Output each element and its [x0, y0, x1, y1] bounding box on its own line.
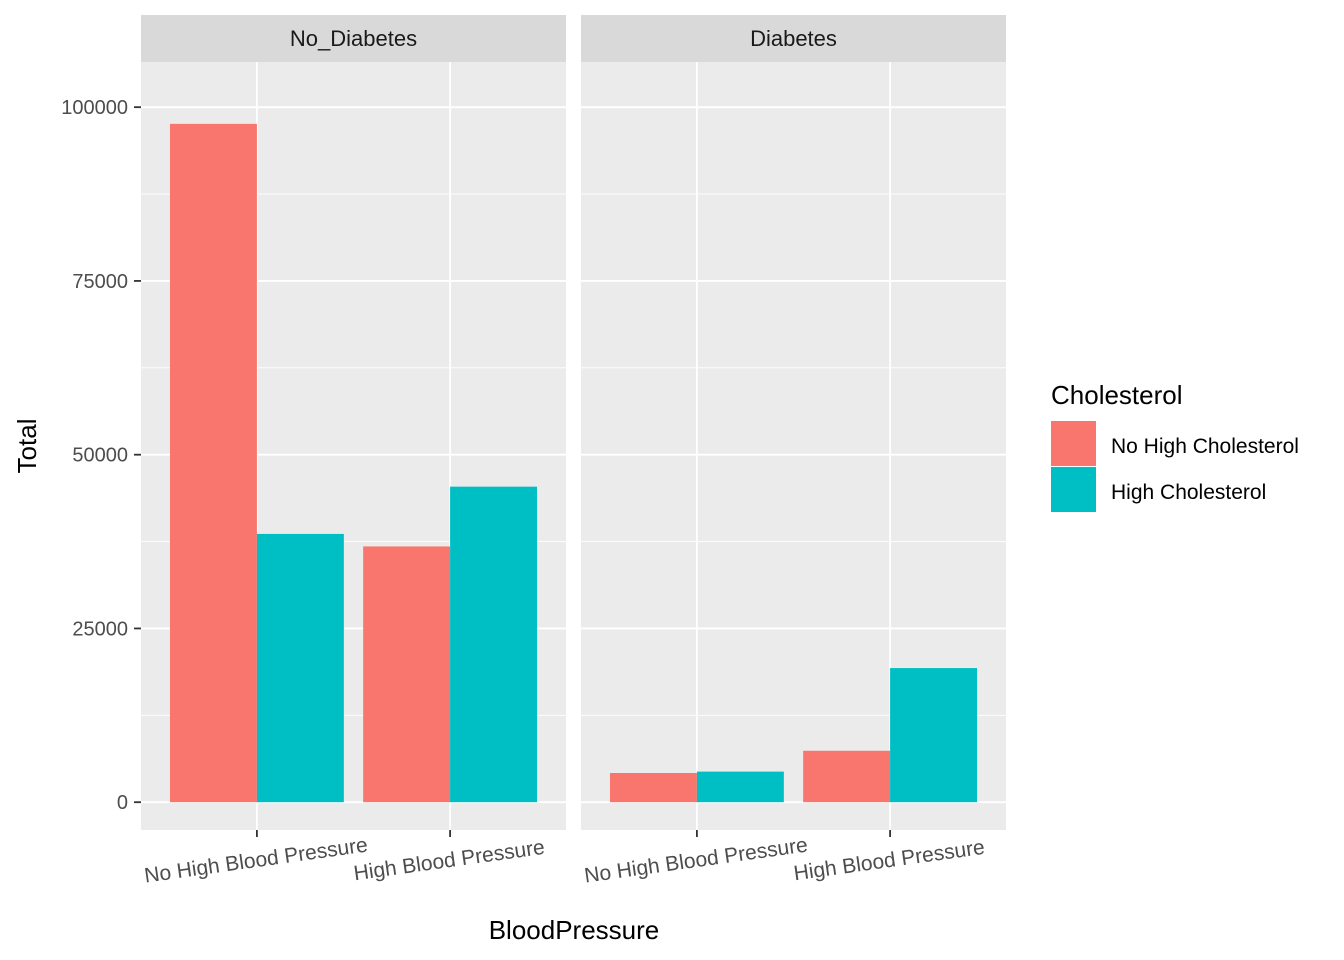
bar-no-diabetes-high-cholesterol-1: [450, 486, 538, 803]
x-tick-label: No High Blood Pressure: [583, 833, 809, 887]
legend-title: Cholesterol: [1051, 380, 1183, 410]
y-tick-label: 0: [117, 792, 128, 814]
bar-no-diabetes-high-cholesterol-0: [256, 533, 344, 803]
bar-no-diabetes-no-high-cholesterol-0: [169, 123, 257, 803]
bar-diabetes-high-cholesterol-0: [696, 771, 784, 803]
y-tick-label: 75000: [72, 271, 128, 293]
bar-diabetes-high-cholesterol-1: [890, 668, 978, 803]
y-axis-title: Total: [12, 419, 42, 474]
strip-label-diabetes: Diabetes: [750, 26, 837, 51]
strip-label-no-diabetes: No_Diabetes: [290, 26, 417, 51]
x-tick-label: High Blood Pressure: [792, 836, 986, 886]
strip-diabetes: [581, 15, 1006, 62]
legend-label-high-cholesterol: High Cholesterol: [1111, 481, 1266, 504]
legend: Cholesterol No High Cholesterol High Cho…: [1051, 380, 1299, 512]
y-tick-label: 25000: [72, 618, 128, 640]
x-axis-title: BloodPressure: [489, 915, 660, 945]
legend-label-no-high-cholesterol: No High Cholesterol: [1111, 435, 1299, 458]
bar-diabetes-no-high-cholesterol-1: [803, 750, 891, 803]
x-tick-label: High Blood Pressure: [352, 836, 546, 886]
bars: [169, 123, 978, 803]
y-axis: 0 25000 50000 75000 100000: [61, 97, 141, 814]
strip-no-diabetes: [141, 15, 566, 62]
bar-diabetes-no-high-cholesterol-0: [609, 773, 697, 803]
y-tick-label: 50000: [72, 445, 128, 467]
y-tick-label: 100000: [61, 97, 128, 119]
legend-key-no-high-cholesterol: [1051, 421, 1096, 466]
x-tick-label: No High Blood Pressure: [143, 833, 369, 887]
legend-key-high-cholesterol: [1051, 467, 1096, 512]
bar-no-diabetes-no-high-cholesterol-1: [363, 546, 451, 803]
